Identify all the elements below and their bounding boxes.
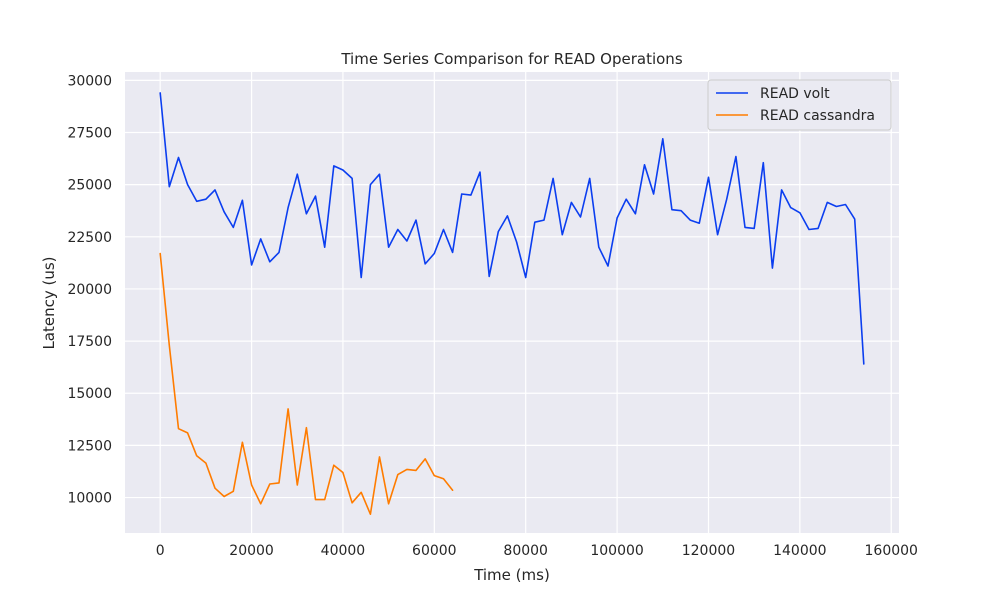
y-tick-label: 27500 <box>67 125 112 141</box>
y-tick-label: 12500 <box>67 438 112 454</box>
legend-label-read-volt: READ volt <box>760 86 830 102</box>
series-lines <box>159 92 865 516</box>
chart-title: Time Series Comparison for READ Operatio… <box>340 50 682 68</box>
legend: READ volt READ cassandra <box>707 79 892 131</box>
y-axis-label: Latency (us) <box>40 256 58 349</box>
series-line-read-volt <box>159 92 865 365</box>
legend-label-read-cassandra: READ cassandra <box>760 108 875 124</box>
y-tick-label: 20000 <box>67 282 112 298</box>
x-tick-label: 20000 <box>229 543 274 559</box>
x-tick-label: 160000 <box>865 543 918 559</box>
x-tick-label: 80000 <box>503 543 548 559</box>
x-tick-label: 100000 <box>590 543 643 559</box>
x-axis-label: Time (ms) <box>473 566 550 584</box>
legend-box <box>707 79 892 131</box>
x-tick-label: 60000 <box>412 543 457 559</box>
x-tick-label: 140000 <box>773 543 826 559</box>
x-tick-label: 120000 <box>682 543 735 559</box>
series-line-read-cassandra <box>159 252 454 516</box>
y-tick-label: 30000 <box>67 73 112 89</box>
plot-background <box>125 72 899 533</box>
x-tick-label: 40000 <box>321 543 366 559</box>
y-tick-label: 22500 <box>67 230 112 246</box>
tick-labels: 0 20000 40000 60000 80000 100000 120000 140000 1… <box>67 73 918 559</box>
grid <box>125 72 899 533</box>
y-tick-label: 15000 <box>67 386 112 402</box>
y-tick-label: 17500 <box>67 334 112 350</box>
x-tick-label: 0 <box>156 543 165 559</box>
y-tick-label: 10000 <box>67 491 112 507</box>
y-tick-label: 25000 <box>67 178 112 194</box>
